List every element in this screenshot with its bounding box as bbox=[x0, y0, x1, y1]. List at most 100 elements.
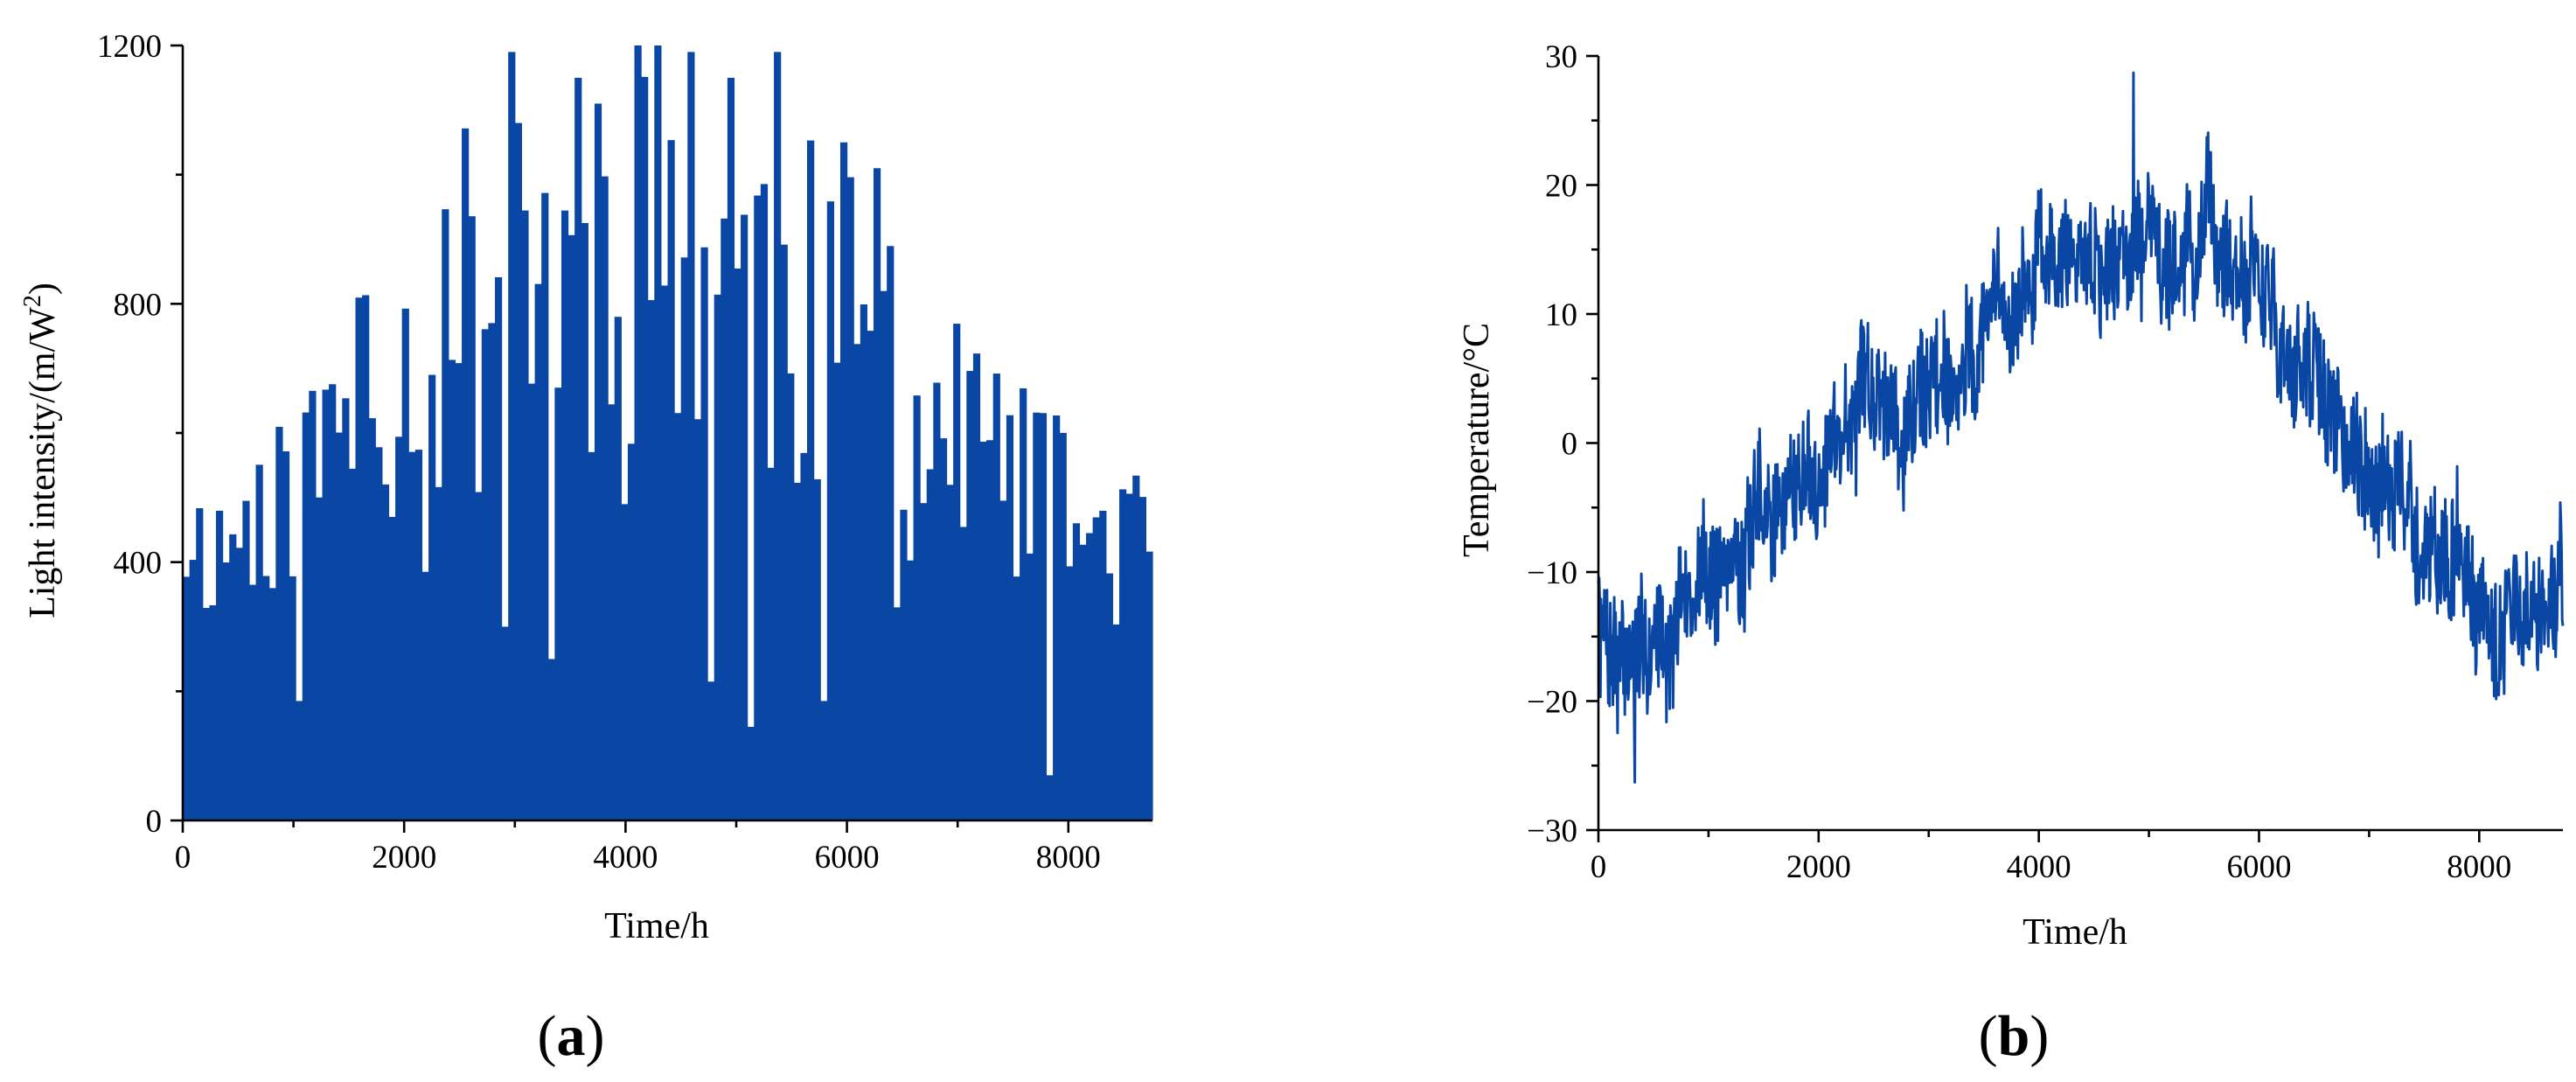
light-intensity-bar bbox=[1092, 517, 1100, 820]
light-intensity-bar bbox=[1145, 551, 1153, 820]
light-intensity-bar bbox=[296, 701, 303, 820]
light-intensity-bar bbox=[567, 234, 575, 820]
light-intensity-bar bbox=[647, 300, 655, 820]
light-intensity-bar bbox=[229, 534, 237, 820]
light-intensity-bar bbox=[787, 373, 795, 820]
chart-b-y-tick-label: −10 bbox=[1527, 555, 1577, 591]
light-intensity-bar bbox=[348, 468, 357, 820]
light-intensity-bar bbox=[641, 76, 649, 820]
light-intensity-bar bbox=[183, 576, 191, 820]
light-intensity-bar bbox=[667, 140, 675, 821]
light-intensity-bar bbox=[880, 290, 888, 821]
light-intensity-bar bbox=[680, 257, 688, 821]
chart-b-x-tick-label: 0 bbox=[1591, 849, 1607, 885]
light-intensity-bar bbox=[315, 497, 324, 820]
light-intensity-bar bbox=[986, 440, 994, 820]
light-intensity-bar bbox=[196, 508, 204, 820]
chart-b-x-tick-label: 6000 bbox=[2226, 849, 2291, 885]
light-intensity-bar bbox=[468, 216, 476, 821]
light-intensity-bar bbox=[475, 492, 483, 820]
light-intensity-bar bbox=[767, 467, 775, 820]
light-intensity-bar bbox=[1138, 497, 1147, 820]
chart-a-x-tick-label: 6000 bbox=[815, 840, 880, 876]
light-intensity-bar bbox=[248, 584, 257, 820]
chart-b-x-axis-label: Time/h bbox=[2023, 912, 2127, 953]
light-intensity-bar bbox=[660, 285, 669, 820]
light-intensity-bar bbox=[999, 500, 1007, 820]
light-intensity-bar bbox=[926, 469, 934, 820]
light-intensity-bar bbox=[693, 419, 702, 820]
chart-b-x-tick-label: 8000 bbox=[2447, 849, 2511, 885]
light-intensity-bar bbox=[1006, 415, 1014, 820]
light-intensity-bar bbox=[1020, 388, 1027, 820]
chart-a-x-tick-labels: 0 2000 4000 6000 8000 bbox=[175, 840, 1101, 876]
light-intensity-bar bbox=[309, 390, 317, 820]
light-intensity-bar bbox=[953, 324, 961, 820]
light-intensity-bar bbox=[1013, 576, 1020, 820]
light-intensity-bar bbox=[488, 323, 496, 820]
light-intensity-bar bbox=[442, 209, 449, 820]
light-intensity-bar bbox=[1079, 544, 1087, 820]
light-intensity-bar bbox=[189, 560, 197, 820]
light-intensity-bar bbox=[514, 122, 522, 821]
chart-b-y-tick-label: 0 bbox=[1562, 427, 1578, 463]
light-intensity-bar bbox=[992, 373, 1000, 820]
chart-a-y-tick-labels: 0 400 800 1200 bbox=[97, 29, 162, 840]
light-intensity-bar bbox=[820, 701, 828, 820]
light-intensity-bar bbox=[913, 395, 921, 820]
light-intensity-bar bbox=[1099, 510, 1107, 820]
light-intensity-bar bbox=[813, 478, 821, 820]
light-intensity-bar bbox=[428, 374, 436, 820]
light-intensity-bar bbox=[408, 451, 416, 820]
light-intensity-bar bbox=[873, 168, 881, 821]
chart-b-y-axis-label: Temperature/°C bbox=[1457, 323, 1497, 557]
light-intensity-bar bbox=[608, 404, 616, 820]
light-intensity-bar bbox=[355, 297, 363, 820]
panel-label-b: (b) bbox=[1979, 1004, 2050, 1068]
light-intensity-bar bbox=[1105, 573, 1114, 820]
light-intensity-bar bbox=[846, 177, 854, 821]
light-intensity-bar bbox=[235, 548, 243, 820]
light-intensity-bar bbox=[401, 308, 409, 820]
chart-b-y-tick-label: −30 bbox=[1527, 813, 1577, 849]
light-intensity-bar bbox=[867, 331, 874, 820]
light-intensity-bar bbox=[707, 681, 715, 820]
light-intensity-bar bbox=[833, 362, 841, 821]
chart-b-x-tick-label: 2000 bbox=[1786, 849, 1851, 885]
light-intensity-bar bbox=[421, 571, 429, 820]
temperature-series-line bbox=[1597, 71, 2565, 784]
light-intensity-bar bbox=[839, 142, 848, 820]
light-intensity-bar bbox=[275, 426, 283, 820]
light-intensity-bar bbox=[793, 482, 802, 820]
chart-b-x-tick-label: 4000 bbox=[2007, 849, 2071, 885]
light-intensity-bar bbox=[734, 268, 741, 820]
panel-label-a: (a) bbox=[538, 1004, 605, 1068]
light-intensity-bar bbox=[1059, 432, 1067, 820]
light-intensity-bar bbox=[687, 52, 695, 820]
light-intensity-bar bbox=[1119, 489, 1127, 820]
light-intensity-bar bbox=[700, 247, 708, 821]
light-intensity-bar bbox=[541, 192, 549, 820]
light-intensity-bar bbox=[414, 450, 423, 820]
light-intensity-bar bbox=[754, 195, 762, 821]
light-intensity-bar bbox=[508, 52, 516, 820]
light-intensity-bar bbox=[222, 562, 230, 820]
light-intensity-bar bbox=[560, 210, 569, 820]
light-intensity-bar bbox=[800, 452, 808, 820]
light-intensity-bar bbox=[721, 218, 728, 821]
light-intensity-bar bbox=[368, 418, 376, 820]
light-intensity-bar bbox=[329, 384, 337, 820]
light-intensity-bar bbox=[1053, 415, 1061, 820]
chart-a-y-tick-label: 800 bbox=[114, 287, 163, 323]
light-intensity-bar bbox=[448, 360, 456, 820]
light-intensity-bar bbox=[654, 45, 662, 820]
light-intensity-bar bbox=[495, 276, 503, 820]
light-intensity-bar bbox=[534, 283, 542, 821]
light-intensity-bar bbox=[853, 344, 861, 820]
chart-a-axes bbox=[171, 44, 1152, 833]
chart-b-y-tick-label: 10 bbox=[1545, 297, 1577, 333]
light-intensity-bar bbox=[727, 77, 735, 820]
light-intensity-bar bbox=[959, 527, 967, 820]
light-intensity-bar bbox=[242, 500, 250, 820]
chart-b-x-tick-labels: 0 2000 4000 6000 8000 bbox=[1591, 849, 2512, 885]
